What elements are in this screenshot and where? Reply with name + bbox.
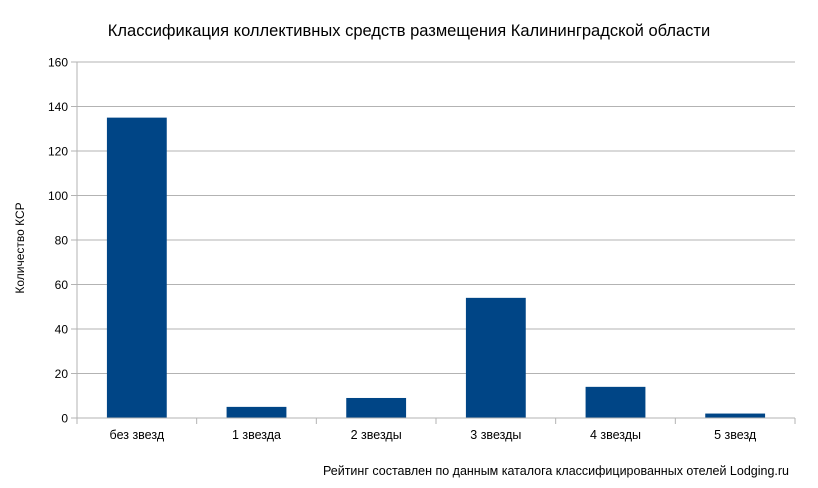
y-tick-label: 60	[55, 278, 69, 292]
y-tick-label: 120	[48, 145, 68, 159]
x-tick-label: 2 звезды	[351, 428, 402, 442]
y-tick-label: 160	[48, 56, 68, 70]
x-tick-label: 5 звезд	[714, 428, 757, 442]
y-tick-label: 80	[55, 234, 69, 248]
y-tick-label: 140	[48, 100, 68, 114]
y-tick-label: 20	[55, 367, 69, 381]
y-axis-title: Количество КСР	[13, 202, 27, 293]
bar-4	[465, 297, 526, 418]
y-tick-label: 40	[55, 323, 69, 337]
bar-1	[106, 117, 167, 418]
bar-5	[585, 386, 646, 418]
x-tick-label: 4 звезды	[590, 428, 641, 442]
x-tick-label: 3 звезды	[470, 428, 521, 442]
bar-6	[705, 413, 766, 418]
x-axis-labels: без звезд 1 звезда 2 звезды 3 звезды 4 звезд…	[110, 428, 757, 442]
y-axis-ticks: 0 20 40 60 80 100 120 140 160	[48, 56, 77, 426]
bars	[106, 117, 766, 418]
bar-3	[346, 397, 407, 418]
x-tick-label: 1 звезда	[232, 428, 281, 442]
bar-2	[226, 406, 287, 418]
y-tick-label: 100	[48, 189, 68, 203]
footnote: Рейтинг составлен по данным каталога кла…	[323, 464, 789, 478]
chart-title: Классификация коллективных средств разме…	[108, 22, 710, 40]
x-tick-label: без звезд	[110, 428, 165, 442]
axes	[76, 62, 796, 424]
gridlines	[77, 61, 795, 374]
y-tick-label: 0	[61, 412, 68, 426]
